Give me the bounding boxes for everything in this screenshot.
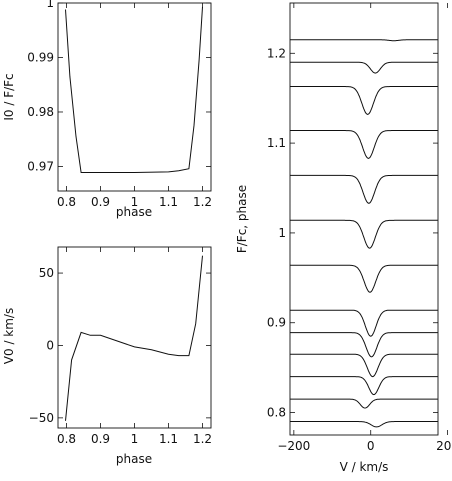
y-tick-label: 0.97	[27, 159, 54, 173]
x-axis-label: V / km/s	[340, 460, 389, 474]
x-tick-label: 1.1	[159, 432, 178, 446]
line-profile	[290, 130, 438, 159]
x-tick-label: 0.9	[91, 432, 110, 446]
velocity-curve	[65, 255, 203, 421]
x-axis-label: phase	[116, 452, 152, 466]
line-profile	[290, 264, 438, 293]
intensity-curve	[65, 6, 203, 173]
tick-label-group: 0.8 0.9 1 1.1 1.2 −50 0 50	[29, 266, 212, 446]
x-tick-label: 1.2	[193, 195, 212, 209]
line-profile	[290, 219, 438, 249]
profile-group	[290, 39, 438, 428]
panel-intensity-vs-phase: 0.8 0.9 1 1.1 1.2 0.97 0.98 0.99 1 phase I0 / F/…	[2, 0, 212, 219]
x-tick-label: 0	[367, 439, 375, 453]
line-profile	[290, 174, 438, 204]
y-axis-label: V0 / km/s	[2, 308, 16, 364]
y-axis-label: I0 / F/Fc	[2, 73, 16, 120]
y-tick-label: 1.1	[267, 136, 286, 150]
panel-frame	[57, 246, 212, 429]
x-tick-label: 1.1	[159, 195, 178, 209]
y-axis-label: F/Fc, phase	[235, 185, 249, 253]
panel-velocity-vs-phase: 0.8 0.9 1 1.1 1.2 −50 0 50 phase V0 / km/s	[2, 246, 212, 466]
tick-group	[290, 3, 449, 435]
tick-group	[58, 247, 211, 428]
panel-frame	[289, 2, 439, 436]
y-tick-label: 0.99	[27, 50, 54, 64]
x-axis-label: phase	[116, 205, 152, 219]
y-tick-label: 0	[46, 338, 54, 352]
tick-group	[58, 2, 211, 191]
y-tick-label: 1	[46, 0, 54, 10]
x-tick-label: 0.8	[57, 195, 76, 209]
line-profile	[290, 421, 438, 428]
tick-label-group: −200 0 200 0.8 0.9 1 1.1 1.2	[267, 46, 452, 453]
line-profile	[290, 61, 438, 74]
x-tick-label: 0.8	[57, 432, 76, 446]
y-tick-label: 0.9	[267, 316, 286, 330]
panel-frame	[57, 2, 212, 192]
x-tick-label: 200	[436, 439, 452, 453]
x-tick-label: 1	[131, 195, 139, 209]
y-tick-label: 1.2	[267, 46, 286, 60]
y-tick-label: 50	[39, 266, 54, 280]
panel-line-profiles: −200 0 200 0.8 0.9 1 1.1 1.2 V / km/s F/Fc, pha…	[235, 2, 452, 474]
line-profile	[290, 39, 438, 42]
x-tick-label: 1.2	[193, 432, 212, 446]
line-profile	[290, 353, 438, 378]
y-tick-label: 0.98	[27, 105, 54, 119]
line-profile	[290, 376, 438, 396]
y-tick-label: 1	[278, 226, 286, 240]
tick-label-group: 0.8 0.9 1 1.1 1.2 0.97 0.98 0.99 1	[27, 0, 212, 209]
line-profile	[290, 398, 438, 409]
y-tick-label: 0.8	[267, 406, 286, 420]
line-profile	[290, 309, 438, 337]
y-tick-label: −50	[29, 411, 54, 425]
x-tick-label: 1	[131, 432, 139, 446]
line-profile	[290, 332, 438, 358]
x-tick-label: −200	[277, 439, 310, 453]
line-profile	[290, 86, 438, 115]
x-tick-label: 0.9	[91, 195, 110, 209]
